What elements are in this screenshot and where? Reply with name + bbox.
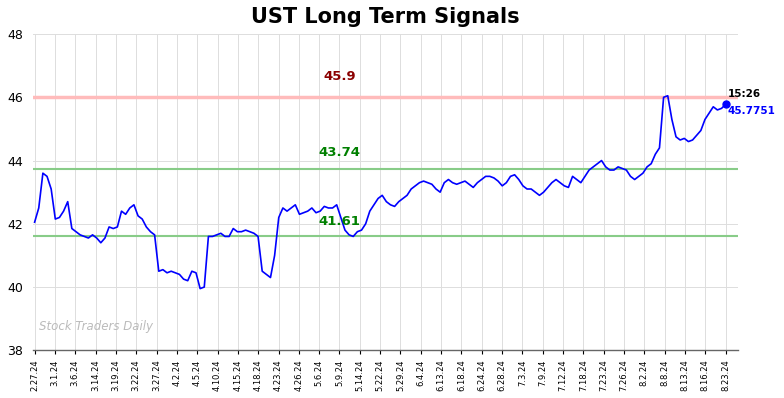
Text: 41.61: 41.61	[318, 215, 361, 228]
Text: 45.7751: 45.7751	[728, 106, 775, 116]
Text: Stock Traders Daily: Stock Traders Daily	[38, 320, 153, 333]
Text: 15:26: 15:26	[728, 89, 760, 99]
Text: 45.9: 45.9	[323, 70, 356, 83]
Point	[720, 101, 732, 107]
Title: UST Long Term Signals: UST Long Term Signals	[251, 7, 520, 27]
Text: 43.74: 43.74	[318, 146, 361, 159]
